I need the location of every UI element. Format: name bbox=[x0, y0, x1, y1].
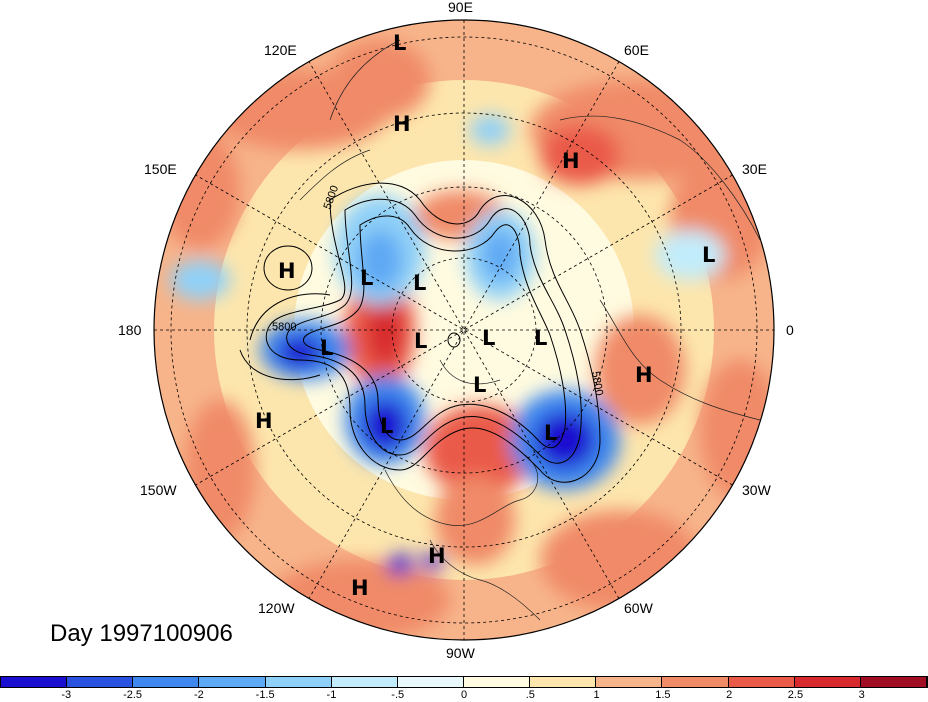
colorbar-tick-label: 3 bbox=[858, 689, 865, 701]
lon-label: 30E bbox=[742, 161, 767, 177]
colorbar-tick-label: 2.5 bbox=[787, 689, 804, 701]
colorbar bbox=[0, 676, 928, 688]
colorbar-tick-label: 1.5 bbox=[655, 689, 671, 701]
colorbar-tick-label: 0 bbox=[460, 689, 468, 701]
longitude-labels: 90E 60E 30E 0 30W 60W 90W 120W 150W 180 … bbox=[118, 0, 794, 661]
colorbar-box bbox=[596, 677, 663, 687]
coastlines bbox=[299, 39, 761, 621]
pressure-center: H bbox=[278, 259, 296, 283]
colorbar-tick-label: 2 bbox=[726, 689, 733, 701]
colorbar-box bbox=[331, 677, 398, 687]
colorbar-box bbox=[199, 677, 266, 687]
lon-label: 120E bbox=[264, 42, 297, 58]
day-label: Day 1997100906 bbox=[50, 620, 233, 647]
lon-label: 30W bbox=[742, 482, 772, 498]
pressure-center: L bbox=[702, 243, 715, 267]
lon-label: 90E bbox=[448, 0, 473, 15]
pressure-center: L bbox=[320, 336, 333, 360]
lon-label: 150W bbox=[140, 482, 177, 498]
colorbar-tick-label: -1 bbox=[326, 689, 337, 701]
pressure-center: L bbox=[414, 329, 427, 353]
pressure-center: L bbox=[534, 326, 547, 350]
pressure-center: H bbox=[255, 409, 273, 433]
colorbar-tick-label: -2.5 bbox=[123, 689, 143, 701]
graticule bbox=[154, 20, 774, 640]
colorbar-box bbox=[728, 677, 795, 687]
pressure-center: H bbox=[635, 363, 653, 387]
colorbar-tick-label: 1 bbox=[593, 689, 600, 701]
pressure-center: L bbox=[482, 326, 495, 350]
colorbar-tick-label: -.5 bbox=[391, 689, 405, 701]
lon-label: 60E bbox=[624, 42, 649, 58]
colorbar-tick-label: -3 bbox=[61, 689, 72, 701]
lon-label: 120W bbox=[258, 600, 295, 616]
pressure-centers: L H H H L L L L L L L L L L H H H H bbox=[255, 31, 715, 600]
pressure-center: L bbox=[360, 266, 373, 290]
colorbar-box bbox=[133, 677, 200, 687]
lon-label: 90W bbox=[446, 645, 476, 661]
height-contours bbox=[239, 182, 601, 483]
colorbar-tick-label: -1.5 bbox=[255, 689, 275, 701]
contour-label: 5800 bbox=[272, 321, 296, 333]
colorbar-box bbox=[463, 677, 531, 687]
pressure-center: H bbox=[428, 544, 446, 568]
pressure-center: L bbox=[413, 271, 426, 295]
colorbar-box bbox=[860, 677, 927, 687]
pressure-center: H bbox=[562, 149, 580, 173]
lon-label: 150E bbox=[144, 161, 177, 177]
colorbar-labels: -3 -2.5 -2 -1.5 -1 -.5 0 .5 1 1.5 2 2.5 3 bbox=[0, 689, 928, 702]
pressure-center: L bbox=[544, 421, 557, 445]
pressure-center: H bbox=[393, 112, 411, 136]
lon-label: 180 bbox=[118, 322, 142, 338]
colorbar-tick-label: -2 bbox=[193, 689, 204, 701]
pressure-center: L bbox=[473, 373, 486, 397]
lon-label: 60W bbox=[624, 600, 654, 616]
colorbar-box bbox=[397, 677, 464, 687]
colorbar-box bbox=[662, 677, 729, 687]
lon-label: 0 bbox=[786, 322, 794, 338]
colorbar-box bbox=[265, 677, 332, 687]
pressure-center: H bbox=[351, 576, 369, 600]
map-boundary bbox=[153, 19, 775, 641]
colorbar-tick-label: .5 bbox=[525, 689, 535, 701]
colorbar-box bbox=[530, 677, 597, 687]
colorbar-box bbox=[67, 677, 134, 687]
colorbar-box bbox=[794, 677, 861, 687]
pressure-center: L bbox=[380, 414, 393, 438]
contour-label: 5800 bbox=[589, 370, 605, 396]
colorbar-box bbox=[1, 677, 68, 687]
pressure-center: L bbox=[393, 31, 406, 55]
